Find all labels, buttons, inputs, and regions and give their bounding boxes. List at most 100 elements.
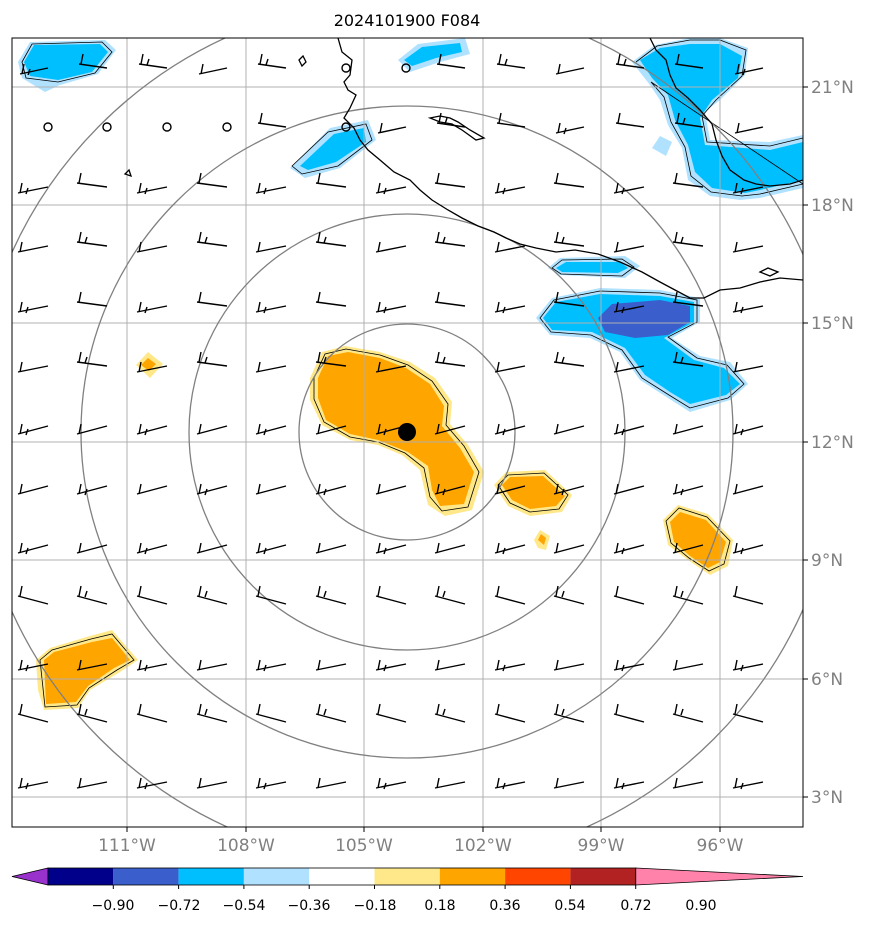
wind-barb bbox=[377, 122, 407, 134]
wind-barb bbox=[672, 351, 704, 367]
wind-barb-calm bbox=[102, 122, 112, 132]
wind-barb bbox=[613, 703, 645, 723]
wind-barb bbox=[555, 63, 585, 75]
wind-barb bbox=[732, 182, 764, 195]
wind-barb bbox=[553, 483, 585, 496]
colorbar-segment-5 bbox=[309, 868, 375, 885]
colorbar-label-1: −0.90 bbox=[92, 898, 135, 914]
wind-barb bbox=[615, 112, 645, 128]
map-title: 2024101900 F084 bbox=[334, 11, 481, 30]
lon-label-99w: 99°W bbox=[578, 836, 625, 856]
wind-barb bbox=[732, 241, 764, 253]
wind-barb bbox=[196, 291, 228, 307]
wind-barb bbox=[672, 172, 704, 188]
wind-barb bbox=[434, 542, 466, 554]
wind-barb bbox=[553, 542, 585, 554]
wind-barb bbox=[375, 361, 407, 373]
wind-barb bbox=[613, 585, 645, 605]
colorbar-label-4: −0.36 bbox=[288, 898, 331, 914]
colorbar-segment-8 bbox=[505, 868, 571, 885]
wind-barb bbox=[198, 63, 228, 75]
wind-barb bbox=[375, 483, 407, 495]
wind-barb bbox=[672, 483, 704, 496]
wind-barb-calm bbox=[43, 122, 53, 132]
storm-center-marker bbox=[398, 423, 416, 441]
wind-barb bbox=[434, 659, 466, 671]
wind-barb bbox=[613, 301, 645, 314]
colorbar-label-5: −0.18 bbox=[354, 898, 397, 914]
wind-barb bbox=[76, 703, 108, 723]
wind-barb bbox=[732, 585, 764, 605]
wind-barb bbox=[136, 542, 168, 555]
colorbar-label-7: 0.36 bbox=[489, 898, 520, 914]
wind-barb bbox=[315, 423, 347, 435]
wind-barb bbox=[613, 659, 645, 672]
wind-barb bbox=[434, 351, 466, 367]
wind-barb bbox=[375, 542, 407, 555]
lon-label-102w: 102°W bbox=[454, 836, 512, 856]
wind-barb bbox=[136, 585, 168, 605]
wind-barb bbox=[613, 241, 645, 253]
wind-barb bbox=[434, 172, 466, 188]
wind-barb bbox=[136, 301, 168, 314]
colorbar-labels: −0.90 −0.72 −0.54 −0.36 −0.18 0.18 0.36 … bbox=[92, 898, 717, 914]
map-area bbox=[12, 38, 803, 827]
wind-barb bbox=[196, 659, 228, 671]
wind-barb bbox=[494, 182, 526, 195]
wind-barb bbox=[136, 182, 168, 195]
wind-barb bbox=[196, 483, 228, 496]
wind-barb bbox=[672, 777, 704, 789]
range-ring-1 bbox=[298, 323, 516, 541]
wind-barb bbox=[674, 112, 704, 128]
wind-barb bbox=[255, 777, 287, 790]
coastline bbox=[123, 38, 803, 299]
wind-barb bbox=[255, 361, 287, 373]
wind-barb bbox=[17, 241, 49, 253]
wind-barb bbox=[136, 361, 168, 373]
wind-barb bbox=[255, 483, 287, 495]
lat-label-18n: 18°N bbox=[811, 196, 854, 216]
wind-barb bbox=[17, 361, 49, 373]
wind-barb bbox=[17, 301, 49, 314]
wind-barb bbox=[615, 53, 645, 69]
wind-barb bbox=[136, 423, 168, 436]
wind-barb bbox=[315, 777, 347, 789]
wind-barb bbox=[255, 659, 287, 672]
wind-barb bbox=[255, 301, 287, 314]
wind-barb bbox=[672, 542, 704, 554]
lon-label-108w: 108°W bbox=[217, 836, 275, 856]
wind-barb bbox=[255, 423, 287, 436]
lat-label-3n: 3°N bbox=[811, 788, 843, 808]
wind-barb bbox=[496, 112, 526, 128]
wind-barb bbox=[375, 585, 407, 605]
wind-barb bbox=[553, 231, 585, 247]
wind-barb bbox=[255, 542, 287, 555]
wind-barb bbox=[553, 777, 585, 789]
wind-barb bbox=[553, 291, 585, 307]
colorbar-segment-9 bbox=[570, 868, 636, 885]
wind-barb bbox=[494, 777, 526, 790]
wind-barb bbox=[375, 777, 407, 790]
wind-barb-calm bbox=[401, 63, 411, 73]
wind-barb bbox=[315, 585, 347, 605]
colorbar-segment-2 bbox=[113, 868, 179, 885]
wind-barb bbox=[17, 659, 49, 672]
wind-barb bbox=[136, 483, 168, 495]
colorbar bbox=[11, 867, 804, 889]
wind-barb bbox=[434, 423, 466, 435]
wind-barb bbox=[255, 241, 287, 253]
wind-barb bbox=[196, 703, 228, 723]
wind-barb bbox=[494, 301, 526, 314]
negative-anomaly-regions bbox=[18, 38, 803, 412]
wind-barb bbox=[17, 182, 49, 195]
wind-barb bbox=[76, 351, 108, 367]
wind-barb bbox=[494, 703, 526, 723]
wind-barb bbox=[315, 291, 347, 307]
positive-anomaly-regions bbox=[36, 346, 733, 710]
wind-barb bbox=[17, 542, 49, 555]
wind-barb bbox=[672, 703, 704, 723]
wind-barb bbox=[732, 483, 764, 495]
colorbar-segment-1 bbox=[48, 868, 114, 885]
wind-barb-calm bbox=[162, 122, 172, 132]
